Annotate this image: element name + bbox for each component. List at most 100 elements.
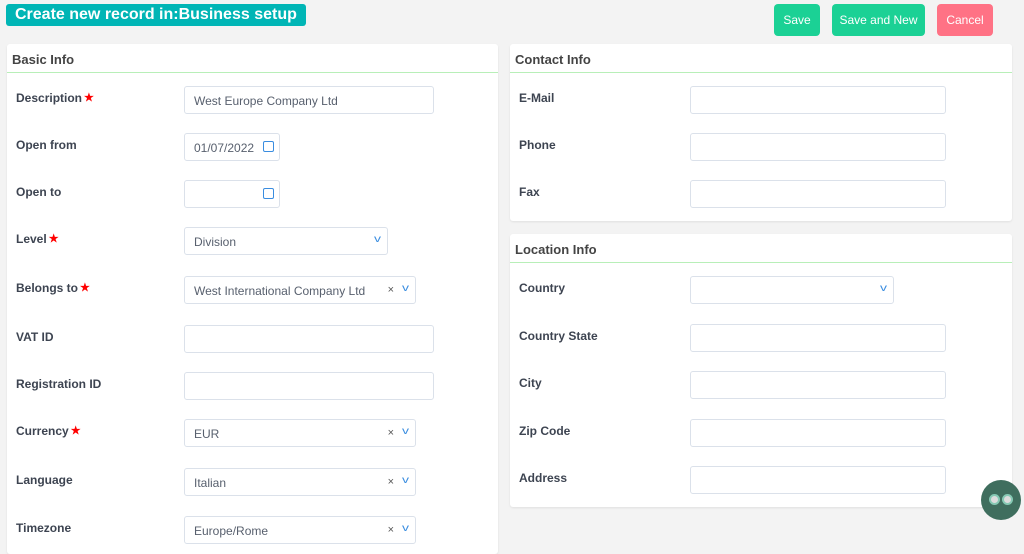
country-input[interactable]: v	[690, 276, 894, 304]
label-text: Language	[16, 473, 73, 487]
field-label: Fax	[519, 185, 540, 199]
chevron-down-icon[interactable]: v	[402, 283, 409, 294]
field-label: Timezone	[16, 521, 71, 535]
vat-id-input[interactable]	[184, 325, 434, 353]
save-button[interactable]: Save	[774, 4, 820, 36]
clear-icon[interactable]: ×	[387, 476, 394, 488]
zip-code-input[interactable]	[690, 419, 946, 447]
description-input[interactable]: West Europe Company Ltd	[184, 86, 434, 114]
save-and-new-button[interactable]: Save and New	[832, 4, 925, 36]
required-star-icon: ★	[80, 282, 90, 294]
language-input[interactable]: Italian v ×	[184, 468, 416, 496]
panel-title: Contact Info	[510, 44, 1012, 73]
field-row-level: Level ★ Division v	[7, 227, 498, 255]
field-label: Country	[519, 281, 565, 295]
input-value: Europe/Rome	[194, 524, 269, 538]
calendar-icon[interactable]	[263, 141, 274, 152]
field-row-country-state: Country State	[510, 324, 1012, 352]
contact-info-panel: Contact Info E-Mail Phone Fax	[510, 44, 1012, 221]
chevron-down-icon[interactable]: v	[402, 523, 409, 534]
phone-input[interactable]	[690, 133, 946, 161]
chevron-down-icon[interactable]: v	[374, 234, 381, 245]
field-row-city: City	[510, 371, 1012, 399]
chevron-down-icon[interactable]: v	[402, 475, 409, 486]
fax-input[interactable]	[690, 180, 946, 208]
location-info-panel: Location Info Country v Country State City Z…	[510, 234, 1012, 507]
input-value: West International Company Ltd	[194, 284, 366, 298]
field-label: E-Mail	[519, 91, 554, 105]
label-text: Fax	[519, 185, 540, 199]
e-mail-input[interactable]	[690, 86, 946, 114]
label-text: VAT ID	[16, 330, 54, 344]
required-star-icon: ★	[48, 233, 59, 245]
level-input[interactable]: Division v	[184, 227, 388, 255]
panel-title: Location Info	[510, 234, 1012, 263]
label-text: Timezone	[16, 521, 72, 535]
clear-icon[interactable]: ×	[387, 524, 394, 536]
label-text: City	[519, 376, 542, 390]
calendar-icon[interactable]	[263, 188, 274, 199]
label-text: Registration ID	[16, 377, 102, 391]
label-text: E-Mail	[519, 91, 555, 105]
panel-title: Basic Info	[7, 44, 498, 73]
clear-icon[interactable]: ×	[387, 427, 394, 439]
field-label: Address	[519, 471, 567, 485]
field-row-open-from: Open from 01/07/2022	[7, 133, 498, 161]
field-row-fax: Fax	[510, 180, 1012, 208]
field-label: Registration ID	[16, 377, 101, 391]
belongs-to-input[interactable]: West International Company Ltd v ×	[184, 276, 416, 304]
field-label: Belongs to ★	[16, 281, 90, 295]
field-label: Level ★	[16, 232, 59, 246]
input-value: 01/07/2022	[194, 141, 255, 155]
field-row-language: Language Italian v ×	[7, 468, 498, 496]
field-row-open-to: Open to	[7, 180, 498, 208]
input-value: Division	[194, 235, 237, 249]
field-row-country: Country v	[510, 276, 1012, 304]
address-input[interactable]	[690, 466, 946, 494]
label-text: Currency	[16, 424, 69, 438]
label-text: Address	[519, 471, 568, 485]
field-row-registration-id: Registration ID	[7, 372, 498, 400]
field-label: Phone	[519, 138, 556, 152]
field-label: VAT ID	[16, 330, 54, 344]
page-title: Create new record in:Business setup	[6, 4, 306, 26]
currency-input[interactable]: EUR v ×	[184, 419, 416, 447]
label-text: Phone	[519, 138, 556, 152]
label-text: Open from	[16, 138, 77, 152]
label-text: Open to	[16, 185, 62, 199]
cancel-button[interactable]: Cancel	[937, 4, 993, 36]
label-text: Country State	[519, 329, 598, 343]
open-from-input[interactable]: 01/07/2022	[184, 133, 280, 161]
field-row-description: Description ★ West Europe Company Ltd	[7, 86, 498, 114]
field-row-e-mail: E-Mail	[510, 86, 1012, 114]
city-input[interactable]	[690, 371, 946, 399]
label-text: Belongs to	[16, 281, 78, 295]
field-label: City	[519, 376, 542, 390]
field-row-timezone: Timezone Europe/Rome v ×	[7, 516, 498, 544]
field-row-zip-code: Zip Code	[510, 419, 1012, 447]
required-star-icon: ★	[70, 425, 81, 437]
country-state-input[interactable]	[690, 324, 946, 352]
label-text: Description	[16, 91, 83, 105]
label-text: Level	[16, 232, 47, 246]
input-value: West Europe Company Ltd	[194, 94, 338, 108]
chevron-down-icon[interactable]: v	[402, 426, 409, 437]
field-row-belongs-to: Belongs to ★ West International Company Lt…	[7, 276, 498, 304]
field-row-address: Address	[510, 466, 1012, 494]
field-row-phone: Phone	[510, 133, 1012, 161]
basic-info-panel: Basic Info Description ★ West Europe Compa…	[7, 44, 498, 554]
chevron-down-icon[interactable]: v	[880, 283, 887, 294]
field-label: Open to	[16, 185, 61, 199]
field-row-currency: Currency ★ EUR v ×	[7, 419, 498, 447]
label-text: Zip Code	[519, 424, 571, 438]
label-text: Country	[519, 281, 565, 295]
timezone-input[interactable]: Europe/Rome v ×	[184, 516, 416, 544]
field-label: Currency ★	[16, 424, 81, 438]
open-to-input[interactable]	[184, 180, 280, 208]
input-value: Italian	[194, 476, 227, 490]
registration-id-input[interactable]	[184, 372, 434, 400]
assistant-owl-icon[interactable]	[981, 480, 1021, 520]
clear-icon[interactable]: ×	[387, 284, 394, 296]
field-label: Description ★	[16, 91, 94, 105]
field-label: Open from	[16, 138, 77, 152]
